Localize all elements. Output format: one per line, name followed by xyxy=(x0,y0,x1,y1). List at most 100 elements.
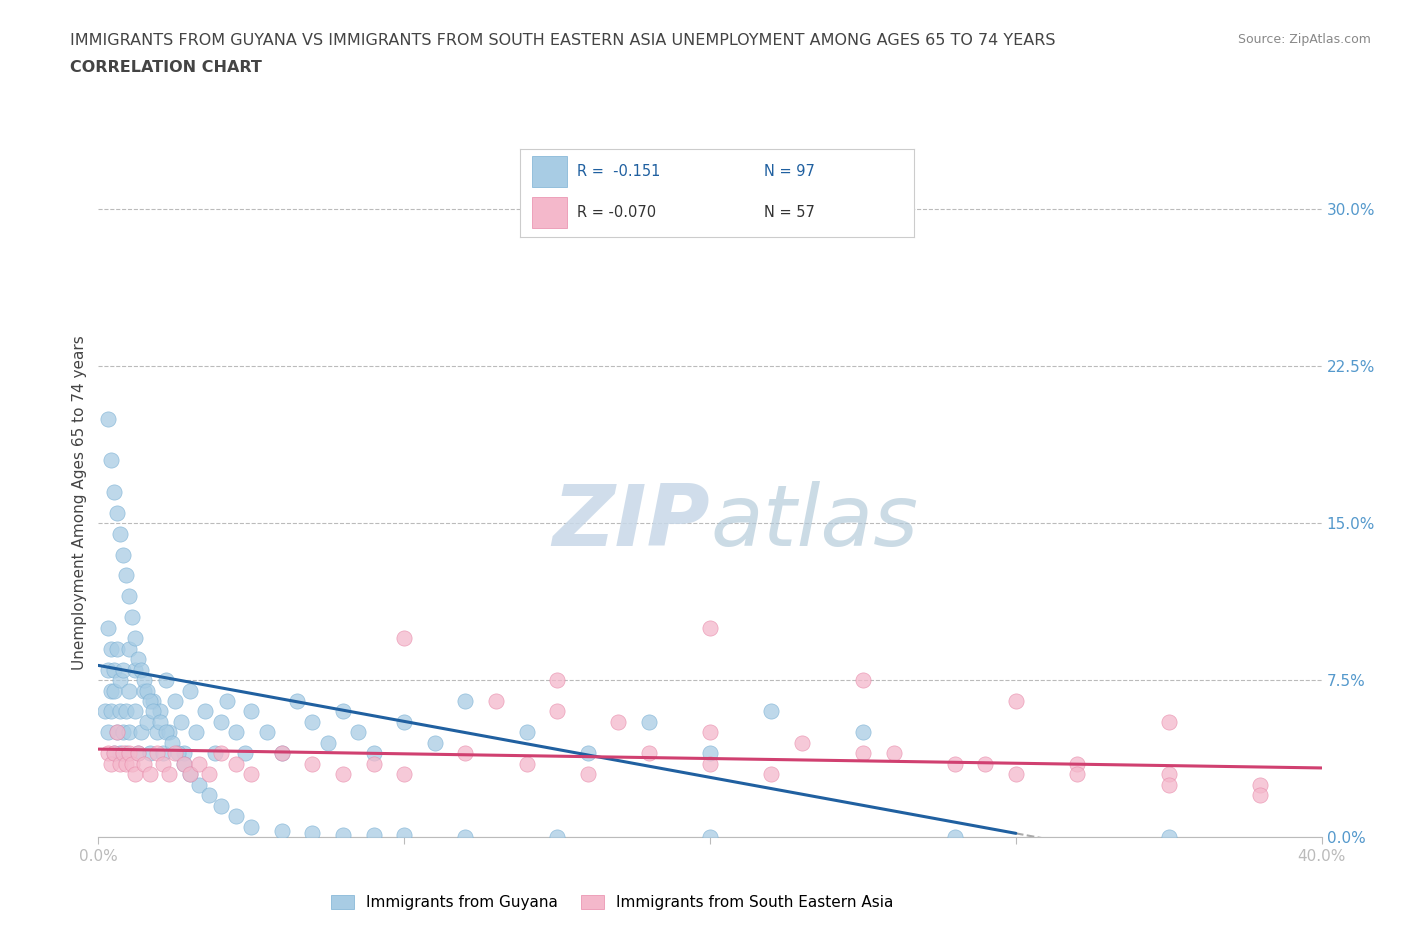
Point xyxy=(134,683,156,698)
Legend: Immigrants from Guyana, Immigrants from South Eastern Asia: Immigrants from Guyana, Immigrants from … xyxy=(325,889,900,916)
Bar xyxy=(531,197,568,228)
Point xyxy=(516,725,538,740)
Point xyxy=(124,662,146,677)
Point xyxy=(129,662,152,677)
Point xyxy=(1249,788,1271,803)
Point xyxy=(1157,777,1180,792)
Point xyxy=(103,746,125,761)
Point xyxy=(316,736,339,751)
Point xyxy=(233,746,256,761)
Point xyxy=(204,746,226,761)
Point xyxy=(115,568,138,583)
Text: CORRELATION CHART: CORRELATION CHART xyxy=(70,60,262,75)
Point xyxy=(1004,694,1026,709)
Point xyxy=(163,746,186,761)
Point xyxy=(105,505,128,520)
Point xyxy=(103,683,125,698)
Point xyxy=(111,725,134,740)
Point xyxy=(173,756,195,771)
Point xyxy=(118,683,141,698)
Point xyxy=(97,620,120,635)
Point xyxy=(129,725,152,740)
Point xyxy=(699,756,721,771)
Text: Source: ZipAtlas.com: Source: ZipAtlas.com xyxy=(1237,33,1371,46)
Point xyxy=(546,704,568,719)
Point xyxy=(1157,766,1180,781)
Point xyxy=(108,526,131,541)
Point xyxy=(186,725,208,740)
Point xyxy=(108,746,131,761)
Point xyxy=(1157,714,1180,729)
Point xyxy=(546,830,568,844)
Point xyxy=(1066,756,1088,771)
Point xyxy=(209,798,232,813)
Point xyxy=(100,683,122,698)
Point xyxy=(454,746,477,761)
Text: ZIP: ZIP xyxy=(553,481,710,564)
Point xyxy=(103,485,125,499)
Point xyxy=(97,662,120,677)
Point xyxy=(100,756,122,771)
Point xyxy=(699,830,721,844)
Point xyxy=(1157,830,1180,844)
Point xyxy=(111,547,134,562)
Point xyxy=(699,725,721,740)
Point xyxy=(155,725,177,740)
Point xyxy=(115,704,138,719)
Text: atlas: atlas xyxy=(710,481,918,564)
Point xyxy=(270,823,292,838)
Point xyxy=(188,756,211,771)
Point xyxy=(225,725,247,740)
Point xyxy=(347,725,370,740)
Point xyxy=(115,746,138,761)
Point xyxy=(215,694,238,709)
Point xyxy=(240,704,263,719)
Point xyxy=(139,746,162,761)
Point xyxy=(197,766,219,781)
Point xyxy=(134,756,156,771)
Point xyxy=(118,725,141,740)
Point xyxy=(134,672,156,687)
Point xyxy=(759,766,782,781)
Point xyxy=(108,756,131,771)
Point xyxy=(225,756,247,771)
Point xyxy=(111,746,134,761)
Point xyxy=(392,631,416,645)
Text: R = -0.070: R = -0.070 xyxy=(578,206,657,220)
Point xyxy=(127,746,149,761)
Point xyxy=(145,746,167,761)
Point xyxy=(100,704,122,719)
Point xyxy=(118,746,141,761)
Point xyxy=(188,777,211,792)
Point xyxy=(852,672,875,687)
Point xyxy=(115,756,138,771)
Point xyxy=(301,714,323,729)
Point xyxy=(332,828,354,843)
Point xyxy=(363,756,385,771)
Point xyxy=(124,766,146,781)
Point xyxy=(285,694,308,709)
Point xyxy=(173,756,195,771)
Point xyxy=(852,725,875,740)
Point xyxy=(637,746,661,761)
Point xyxy=(179,766,201,781)
Point xyxy=(118,589,141,604)
Point xyxy=(699,620,721,635)
Text: R =  -0.151: R = -0.151 xyxy=(578,164,661,179)
Y-axis label: Unemployment Among Ages 65 to 74 years: Unemployment Among Ages 65 to 74 years xyxy=(72,335,87,670)
Point xyxy=(392,766,416,781)
Point xyxy=(270,746,292,761)
Point xyxy=(240,819,263,834)
Point xyxy=(157,766,180,781)
Point xyxy=(124,631,146,645)
Text: IMMIGRANTS FROM GUYANA VS IMMIGRANTS FROM SOUTH EASTERN ASIA UNEMPLOYMENT AMONG : IMMIGRANTS FROM GUYANA VS IMMIGRANTS FRO… xyxy=(70,33,1056,47)
Point xyxy=(974,756,997,771)
Point xyxy=(363,746,385,761)
Point xyxy=(170,714,193,729)
Point xyxy=(607,714,630,729)
Point xyxy=(93,704,115,719)
Point xyxy=(197,788,219,803)
Point xyxy=(105,725,128,740)
Text: N = 97: N = 97 xyxy=(765,164,815,179)
Point xyxy=(363,828,385,843)
